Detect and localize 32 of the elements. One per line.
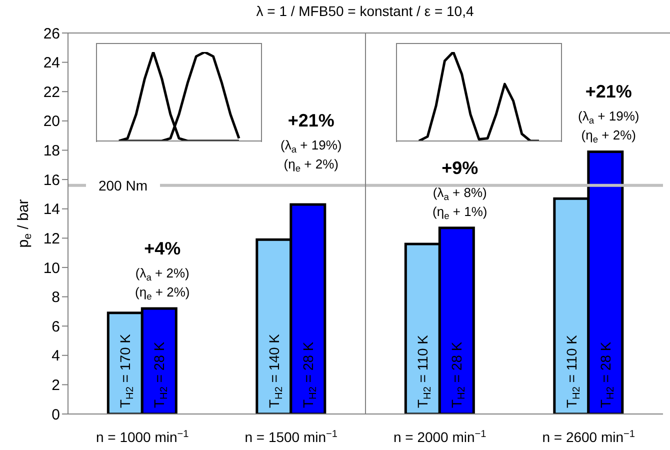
- y-tick-label: 8: [52, 289, 60, 306]
- x-tick-label: n = 1000 min$^{−1}$: [96, 428, 190, 445]
- annotation: (λ$_{a}$ + 2%): [135, 265, 190, 282]
- y-tick-label: 22: [43, 84, 60, 101]
- y-tick-label: 20: [43, 113, 60, 130]
- y-tick-label: 26: [43, 25, 60, 42]
- annotation: (η$_{e}$ + 2%): [581, 128, 636, 144]
- y-tick-label: 12: [43, 230, 60, 248]
- y-tick-label: 2: [52, 377, 60, 394]
- y-tick-label: 14: [43, 201, 60, 218]
- y-tick-label: 16: [43, 172, 60, 189]
- annotation: (λ$_{a}$ + 8%): [432, 184, 487, 202]
- y-tick-label: 10: [43, 260, 60, 277]
- ref-line-label: 200 Nm: [98, 177, 148, 194]
- annotation: (λ$_{a}$ + 19%): [280, 137, 342, 154]
- annotation: +4%: [144, 238, 181, 258]
- x-tick-label: n = 2000 min$^{−1}$: [393, 428, 487, 445]
- y-tick-label: 24: [43, 54, 60, 72]
- chart-title: λ = 1 / MFB50 = konstant / ε = 10,4: [256, 3, 474, 19]
- annotation: (η$_{e}$ + 2%): [284, 156, 338, 174]
- annotation: +9%: [442, 158, 478, 178]
- y-tick-label: 18: [43, 142, 60, 160]
- y-tick-label: 4: [52, 348, 60, 365]
- annotation: +21%: [585, 82, 632, 102]
- annotation: (λ$_{a}$ + 19%): [578, 108, 640, 126]
- y-tick-label: 0: [52, 406, 60, 424]
- annotation: (η$_{e}$ + 2%): [135, 284, 190, 302]
- x-tick-label: n = 1500 min$^{−1}$: [244, 428, 338, 445]
- x-tick-label: n = 2600 min$^{−1}$: [542, 428, 636, 445]
- annotation: +21%: [288, 110, 334, 130]
- y-tick-label: 6: [52, 318, 60, 336]
- annotation: (η$_{e}$ + 1%): [432, 204, 488, 221]
